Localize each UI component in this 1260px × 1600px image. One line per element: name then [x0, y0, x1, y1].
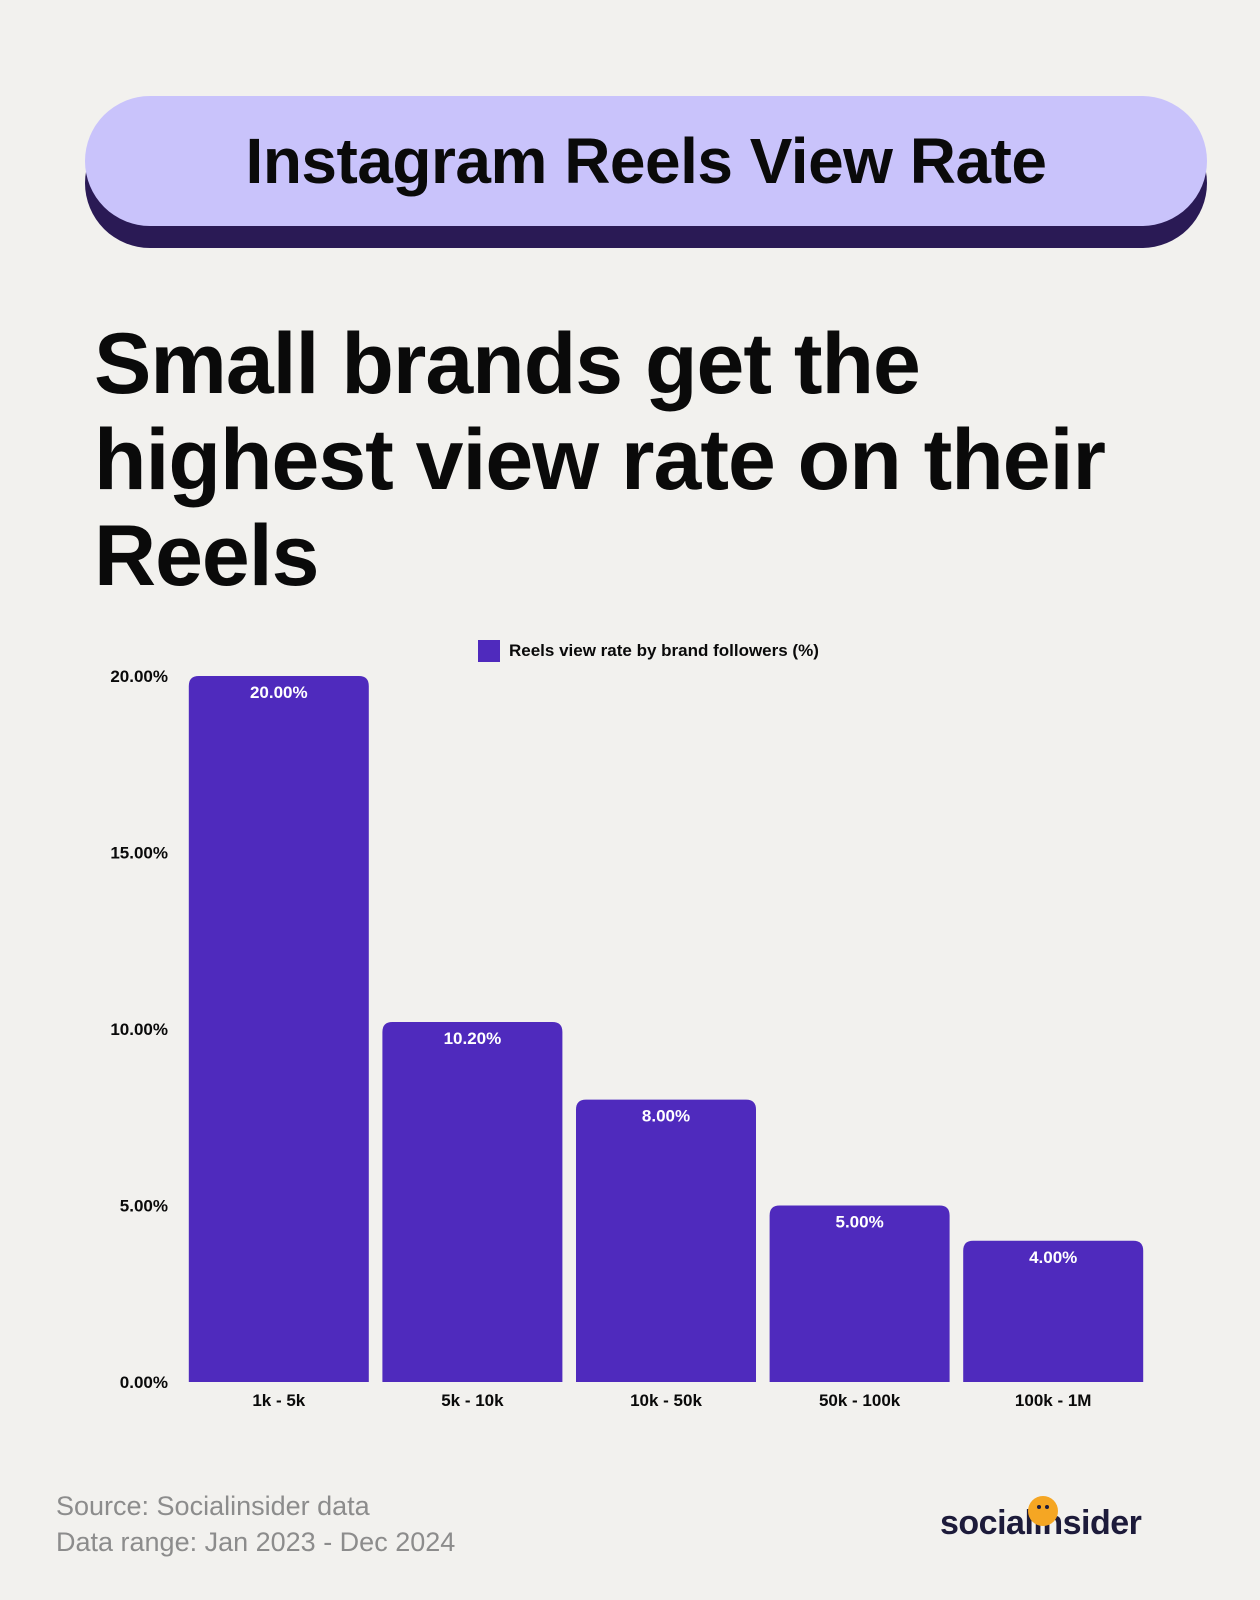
y-tick-label: 15.00% — [110, 844, 168, 863]
bar — [576, 1099, 756, 1382]
data-range-text: Data range: Jan 2023 - Dec 2024 — [56, 1527, 456, 1557]
bar-value-label: 4.00% — [1029, 1248, 1077, 1267]
y-tick-label: 10.00% — [110, 1020, 168, 1039]
x-tick-label: 5k - 10k — [441, 1391, 504, 1410]
header-pill: Instagram Reels View Rate — [85, 96, 1207, 226]
source-text: Source: Socialinsider data — [56, 1491, 370, 1521]
brand-logo-dot-icon — [1028, 1496, 1058, 1526]
x-tick-label: 10k - 50k — [630, 1391, 702, 1410]
headline: Small brands get the highest view rate o… — [94, 316, 1106, 604]
bar-value-label: 8.00% — [642, 1107, 690, 1126]
bar — [963, 1240, 1144, 1382]
bar-value-label: 10.20% — [444, 1029, 502, 1048]
legend-label: Reels view rate by brand followers (%) — [509, 641, 819, 660]
bar — [769, 1205, 950, 1382]
bar — [382, 1021, 563, 1382]
y-tick-label: 5.00% — [120, 1197, 168, 1216]
y-tick-label: 0.00% — [120, 1373, 168, 1392]
footer: Source: Socialinsider data Data range: J… — [56, 1488, 455, 1560]
chart-header-title: Instagram Reels View Rate — [245, 125, 1047, 197]
x-tick-label: 50k - 100k — [819, 1391, 901, 1410]
y-tick-label: 20.00% — [110, 667, 168, 686]
x-tick-label: 100k - 1M — [1015, 1391, 1092, 1410]
bar — [188, 676, 369, 1382]
bar-value-label: 5.00% — [835, 1213, 883, 1232]
bar-value-label: 20.00% — [250, 683, 308, 702]
legend-swatch — [478, 640, 500, 662]
chart-legend: Reels view rate by brand followers (%) — [478, 640, 819, 662]
x-tick-label: 1k - 5k — [252, 1391, 305, 1410]
